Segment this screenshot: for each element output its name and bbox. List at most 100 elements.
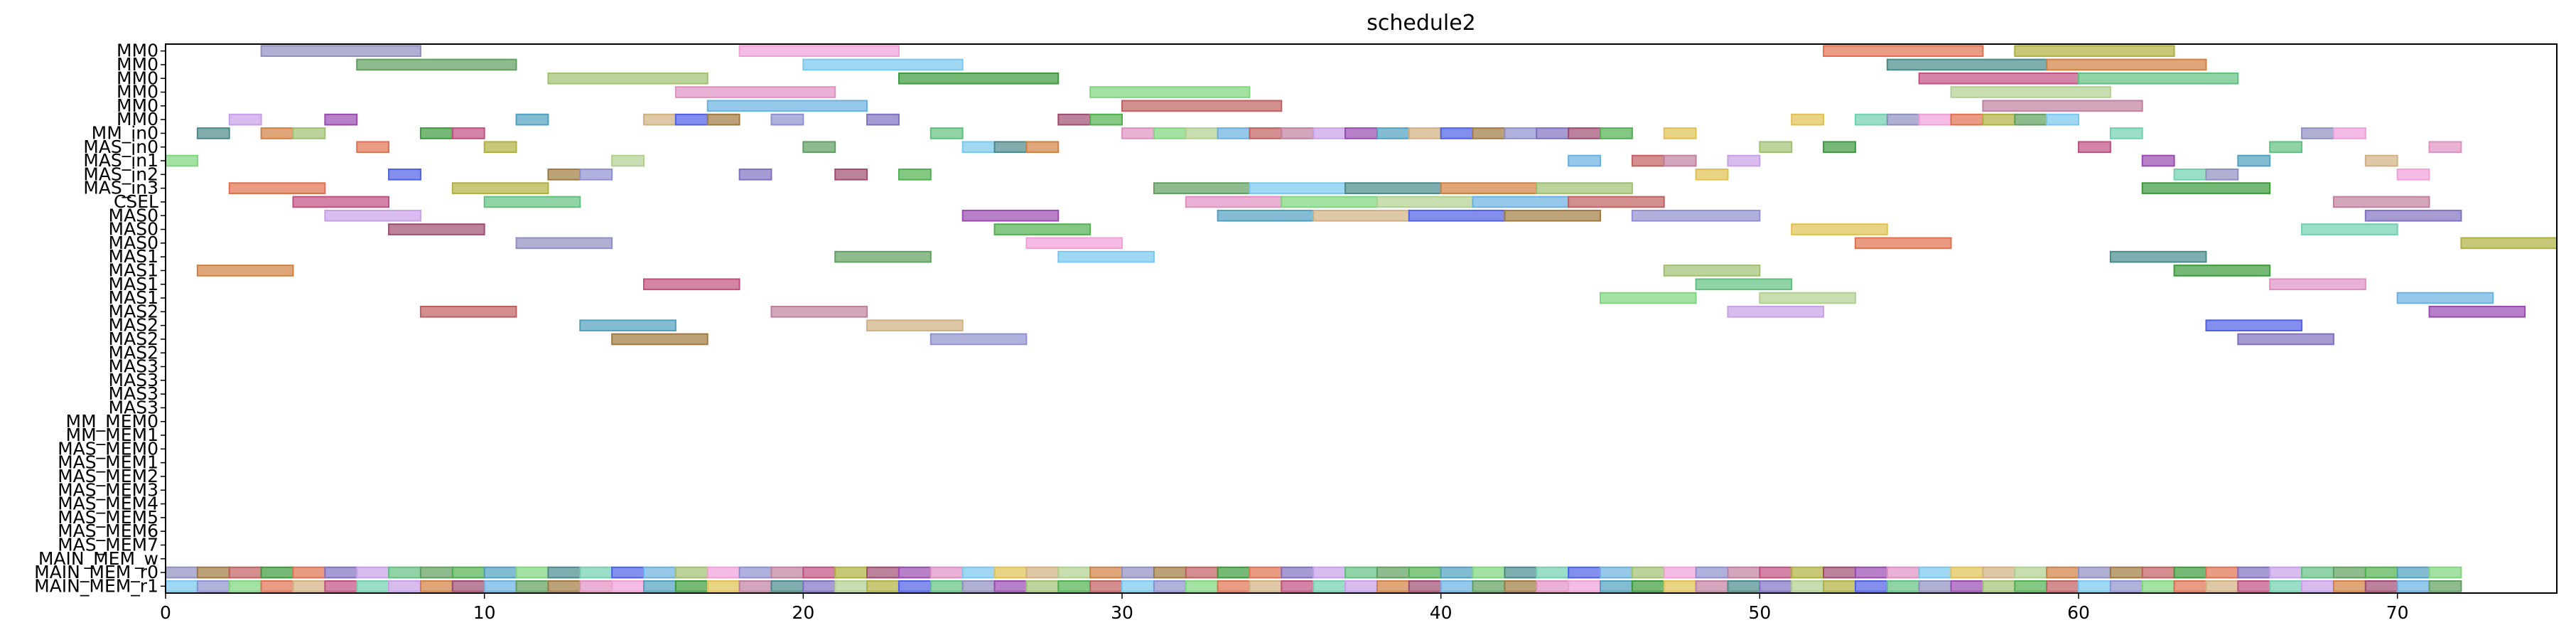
schedule-bar [451,182,549,194]
x-tick-label: 60 [2067,602,2090,623]
schedule-bar [2109,127,2143,139]
y-tick-label: MAS1 [109,260,158,280]
schedule-bar [547,566,581,579]
schedule-bar [2364,580,2398,592]
chart-title: schedule2 [1367,11,1476,36]
schedule-bar [260,580,294,592]
schedule-bar [1568,154,1601,167]
schedule-bar [674,580,708,592]
schedule-bar [1886,113,1920,126]
schedule-bar [1854,580,1888,592]
schedule-bar [2109,250,2207,263]
schedule-bar [1791,223,1888,235]
schedule-bar [483,196,581,208]
y-tick-label: MAS3 [109,397,158,417]
schedule-bar [1982,113,2016,126]
schedule-bar [2332,127,2366,139]
schedule-bar [1185,127,1219,139]
schedule-bar [260,45,421,57]
schedule-bar [515,113,549,126]
x-tick-label: 0 [160,602,171,623]
schedule-bar [1408,566,1442,579]
schedule-bar [1568,127,1601,139]
schedule-bar [1759,292,1856,304]
y-tick-label: MAS_MEM4 [58,494,158,514]
schedule-bar [866,580,900,592]
schedule-bar [2301,127,2334,139]
schedule-bar [1153,127,1187,139]
y-tick-label: MM0 [117,109,158,129]
schedule-bar [929,580,964,592]
schedule-bar [1440,182,1538,194]
schedule-bar [802,580,836,592]
schedule-bar [2364,154,2398,167]
schedule-bar [1663,154,1697,167]
schedule-bar [419,566,453,579]
schedule-bar [643,566,677,579]
y-tick-label: MAS_MEM2 [58,466,158,486]
schedule-bar [260,127,294,139]
schedule-bar [2141,154,2175,167]
schedule-bar [2301,566,2334,579]
schedule-bar [961,566,996,579]
schedule-bar [1217,127,1251,139]
y-tick-label: MM0 [117,54,158,75]
y-tick-label: MAS_MEM7 [58,534,158,555]
schedule-bar [515,566,549,579]
schedule-bar [1376,127,1410,139]
schedule-bar [196,265,294,277]
schedule-bar [1695,278,1793,291]
schedule-bar [2237,333,2334,346]
schedule-bar [770,113,804,126]
schedule-bar [260,566,294,579]
schedule-bar [2332,196,2430,208]
schedule-bar [1376,196,1474,208]
schedule-bar [2141,580,2175,592]
schedule-bar [1281,566,1315,579]
x-tick-label: 30 [1111,602,1133,623]
schedule-bar [674,113,708,126]
schedule-bar [579,169,613,181]
schedule-bar [2078,141,2111,154]
schedule-bar [1217,209,1315,222]
schedule-bar [1950,86,2111,98]
schedule-bar [1089,580,1123,592]
schedule-bar [1886,58,2048,71]
schedule-bar [388,223,485,235]
schedule-bar [1600,566,1633,579]
y-tick-label: MAS_MEM6 [58,521,158,541]
schedule-bar [2301,223,2398,235]
schedule-bar [834,250,932,263]
schedule-bar [1536,580,1570,592]
schedule-bar [1631,209,1761,222]
schedule-bar [579,566,613,579]
y-tick-label: MAS2 [109,329,158,349]
y-tick-label: MM_MEM0 [66,411,158,432]
schedule-bar [1249,580,1283,592]
y-tick-label: MAIN_MEM_w [38,548,158,569]
schedule-bar [898,169,932,181]
schedule-bar [834,580,868,592]
schedule-bar [388,580,421,592]
schedule-bar [515,237,613,250]
schedule-bar [611,333,708,346]
schedule-bar [2046,580,2079,592]
y-tick-label: MAS2 [109,301,158,321]
schedule-bar [1185,196,1283,208]
schedule-bar [1153,580,1187,592]
schedule-bar [2078,566,2111,579]
schedule-bar [1504,580,1538,592]
y-tick-label: CSEL [114,191,158,212]
schedule-bar [674,566,708,579]
schedule-bar [1249,127,1283,139]
y-tick-label: MAS_MEM1 [58,452,158,473]
schedule-bar [1600,292,1697,304]
y-tick-label: MM0 [117,95,158,116]
schedule-bar [1631,566,1665,579]
y-axis: MM0MM0MM0MM0MM0MM0MM_in0MAS_in0MAS_in1MA… [34,41,166,596]
y-tick-label: MM0 [117,41,158,61]
schedule-bar [515,580,549,592]
schedule-bar [1759,566,1793,579]
schedule-bar [1663,265,1761,277]
schedule-bar [1440,580,1474,592]
